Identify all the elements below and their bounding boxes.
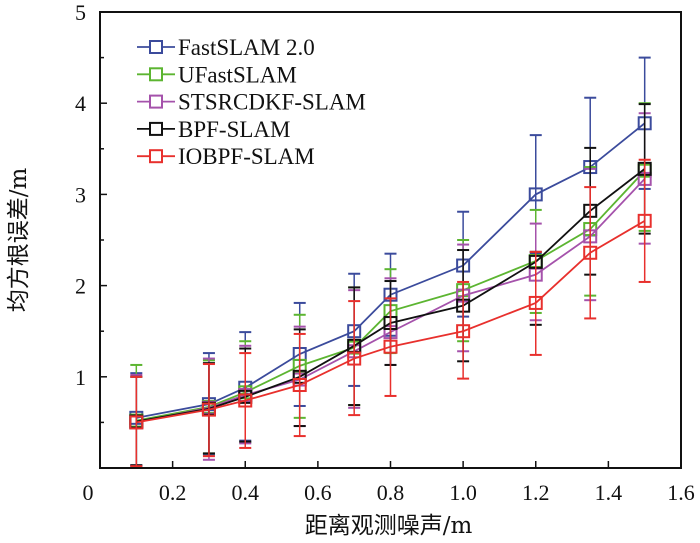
legend-marker — [149, 149, 163, 164]
y-tick-label: 4 — [75, 91, 86, 116]
x-tick-label: 0.2 — [159, 480, 187, 505]
legend-label: UFastSLAM — [178, 62, 297, 87]
data-point-marker — [456, 324, 471, 339]
legend-item: BPF-SLAM — [137, 117, 290, 142]
x-axis-ticks: 0 0.2 0.4 0.6 0.8 1.0 1.2 1.4 1.6 — [83, 461, 695, 505]
legend-label: STSRCDKF-SLAM — [178, 90, 366, 115]
series-line — [136, 122, 646, 419]
y-tick-label: 5 — [75, 0, 86, 25]
legend-marker — [149, 94, 163, 109]
legend-label: BPF-SLAM — [178, 117, 290, 142]
data-point-marker — [201, 402, 216, 417]
legend-marker — [149, 121, 163, 136]
data-point-marker — [528, 187, 543, 202]
legend-marker — [149, 40, 163, 54]
legend-item: FastSLAM 2.0 — [137, 35, 315, 60]
legend-item: STSRCDKF-SLAM — [137, 90, 366, 115]
series-line — [136, 170, 646, 422]
legend-item: IOBPF-SLAM — [137, 144, 315, 169]
series-layer — [129, 56, 652, 469]
x-tick-label: 1.0 — [449, 480, 477, 505]
data-point-marker — [383, 339, 398, 354]
series-iobpf-slam — [129, 158, 652, 468]
x-tick-label: 0.8 — [377, 480, 405, 505]
y-tick-label: 1 — [75, 365, 86, 390]
y-tick-label: 2 — [75, 274, 86, 299]
x-tick-label: 1.4 — [595, 480, 623, 505]
data-point-marker — [347, 351, 362, 366]
legend-label: FastSLAM 2.0 — [178, 35, 315, 60]
x-tick-label: 0.4 — [232, 480, 260, 505]
y-axis-ticks: 1 2 3 4 5 — [75, 0, 107, 424]
series-line — [136, 178, 646, 424]
data-point-marker — [129, 415, 144, 430]
y-tick-label: 3 — [75, 182, 86, 207]
legend-label: IOBPF-SLAM — [178, 144, 315, 169]
data-point-marker — [238, 393, 253, 408]
legend-item: UFastSLAM — [137, 62, 297, 87]
x-axis-title: 距离观测噪声/m — [305, 513, 473, 539]
x-tick-label: 0 — [83, 480, 94, 505]
legend-marker — [149, 67, 163, 82]
x-tick-label: 1.2 — [522, 480, 550, 505]
series-line — [136, 168, 646, 423]
data-point-marker — [528, 295, 543, 310]
data-point-marker — [637, 213, 652, 228]
data-point-marker — [292, 378, 307, 393]
x-tick-label: 1.6 — [667, 480, 695, 505]
series-line — [136, 220, 646, 424]
x-tick-label: 0.6 — [304, 480, 332, 505]
data-point-marker — [583, 245, 598, 260]
y-axis-title: 均方根误差/m — [6, 168, 32, 313]
